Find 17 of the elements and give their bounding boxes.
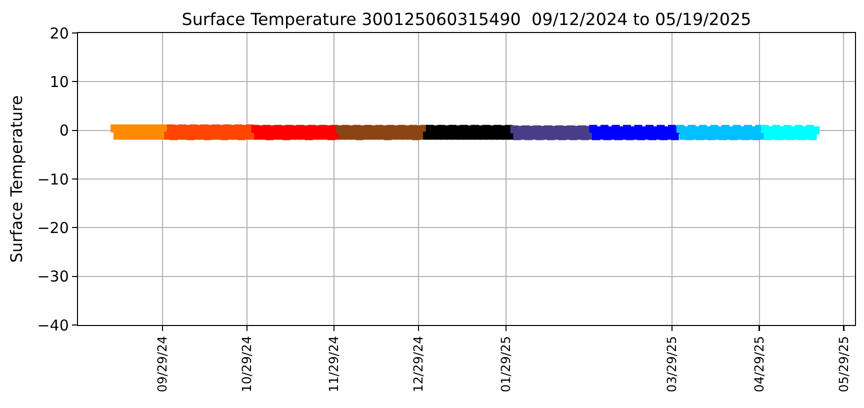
x-tick-label: 10/29/24 xyxy=(238,336,254,392)
y-tick-label: 0 xyxy=(59,122,69,140)
x-tick-label: 05/29/25 xyxy=(836,336,851,392)
x-tick-label: 12/29/24 xyxy=(410,336,426,392)
chart-title: Surface Temperature 300125060315490 09/12/2024 to 05/19/2025 xyxy=(182,8,752,29)
y-tick-label: −20 xyxy=(37,218,69,237)
y-tick-label: 10 xyxy=(50,72,69,91)
y-tick-label: 20 xyxy=(50,24,69,42)
x-tick-label: 04/29/25 xyxy=(751,336,766,392)
y-tick-label: −30 xyxy=(37,268,69,286)
y-tick-label: −40 xyxy=(37,316,69,334)
x-tick-label: 11/29/24 xyxy=(326,336,342,392)
x-tick-label: 03/29/25 xyxy=(664,336,680,392)
x-tick-label: 09/29/24 xyxy=(154,336,170,392)
y-axis-title: Surface Temperature xyxy=(7,95,26,263)
x-tick-label: 01/29/25 xyxy=(498,336,513,392)
y-tick-label: −10 xyxy=(37,170,69,188)
